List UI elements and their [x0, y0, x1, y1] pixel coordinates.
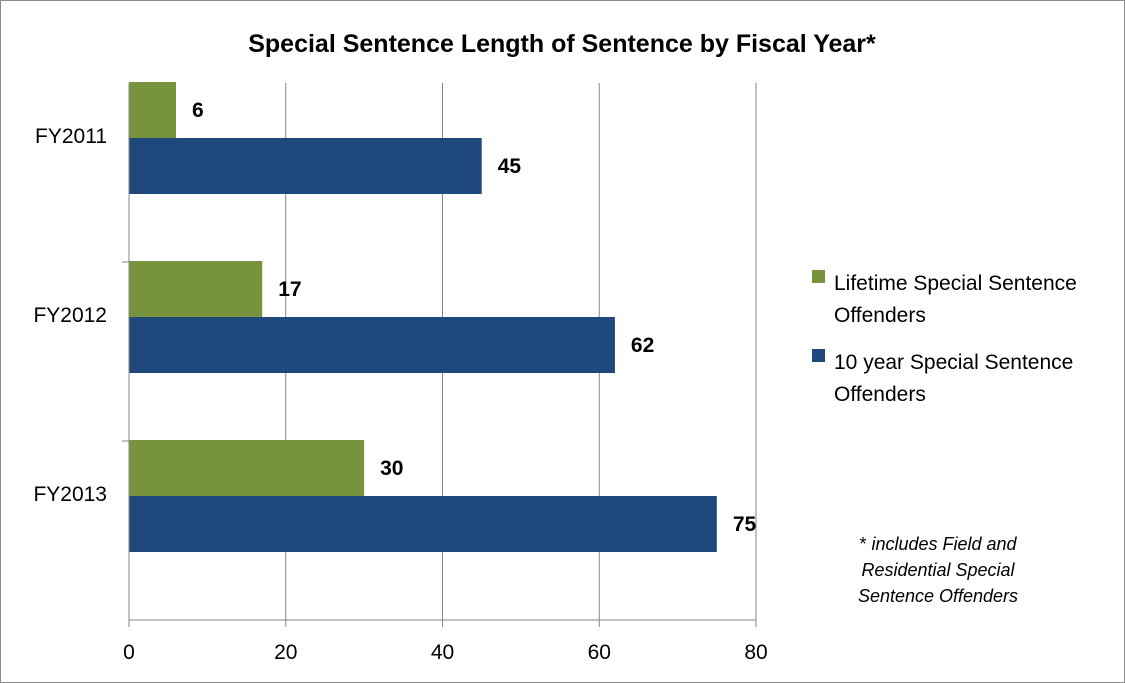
legend-label: Offenders	[834, 383, 926, 406]
chart-title: Special Sentence Length of Sentence by F…	[248, 30, 876, 58]
bar-10year-FY2012	[129, 317, 615, 373]
legend-swatch	[812, 270, 825, 283]
data-label: 45	[498, 155, 522, 178]
legend-label: 10 year Special Sentence	[834, 351, 1073, 374]
x-tick-label: 0	[123, 641, 135, 664]
category-label: FY2011	[35, 125, 107, 148]
x-tick-label: 80	[744, 641, 767, 664]
bar-lifetime-FY2012	[129, 261, 263, 317]
legend: Lifetime Special Sentence Offenders 10 yea…	[812, 270, 1077, 406]
footnote-star: *	[859, 534, 871, 554]
category-label: FY2012	[33, 304, 107, 327]
data-label: 17	[278, 278, 301, 301]
category-label: FY2013	[33, 483, 107, 506]
data-label: 6	[192, 99, 204, 122]
footnote-line: Sentence Offenders	[858, 586, 1018, 606]
legend-label: Offenders	[834, 304, 926, 327]
legend-label: Lifetime Special Sentence	[834, 272, 1077, 295]
data-label: 62	[631, 334, 654, 357]
data-label: 30	[380, 457, 403, 480]
x-tick-label: 40	[431, 641, 454, 664]
bars-group	[129, 82, 717, 552]
bar-lifetime-FY2011	[129, 82, 177, 138]
bar-10year-FY2013	[129, 496, 717, 552]
legend-swatch	[812, 349, 825, 362]
x-tick-label: 60	[588, 641, 611, 664]
axes-group	[122, 83, 757, 627]
bar-10year-FY2011	[129, 138, 482, 194]
footnote-text: includes Field and	[871, 534, 1017, 554]
x-tick-label: 20	[274, 641, 297, 664]
footnote: * includes Field and Residential Special S…	[858, 534, 1018, 606]
footnote-line: Residential Special	[861, 560, 1015, 580]
data-label: 75	[733, 513, 757, 536]
footnote-line: * includes Field and	[859, 534, 1017, 554]
bar-lifetime-FY2013	[129, 440, 365, 496]
labels-group: 0 20 40 60 80 6 45 FY2011 17 62 FY2012 30 75 FY2013	[33, 99, 767, 664]
